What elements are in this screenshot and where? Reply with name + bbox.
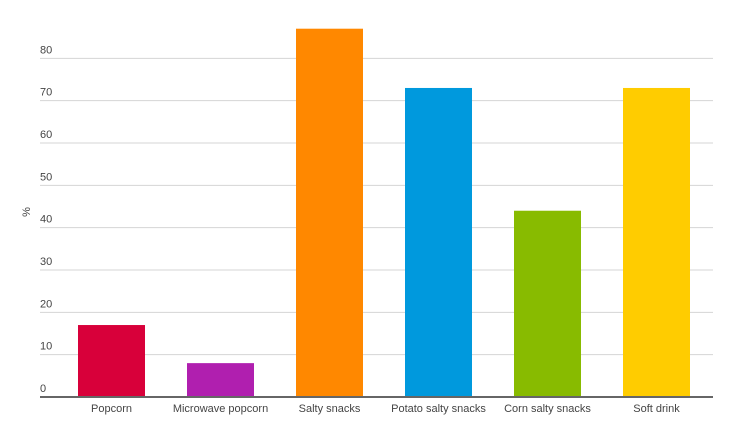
bar: [296, 28, 363, 397]
y-tick-label: 30: [40, 256, 52, 268]
x-tick-label: Popcorn: [91, 403, 132, 415]
y-tick-label: 40: [40, 214, 52, 226]
x-tick-label: Soft drink: [633, 403, 680, 415]
x-tick-label: Microwave popcorn: [173, 403, 268, 415]
bar: [514, 210, 581, 397]
bar: [78, 325, 145, 397]
y-tick-label: 60: [40, 129, 52, 141]
y-tick-label: 0: [40, 383, 46, 395]
x-tick-label: Potato salty snacks: [391, 403, 486, 415]
y-tick-label: 10: [40, 341, 52, 353]
bar: [405, 87, 472, 397]
y-axis-label: %: [21, 207, 33, 217]
x-tick-label: Corn salty snacks: [504, 403, 591, 415]
y-tick-label: 20: [40, 298, 52, 310]
bar: [623, 87, 690, 397]
y-tick-label: 70: [40, 87, 52, 99]
y-tick-label: 50: [40, 171, 52, 183]
x-tick-label: Salty snacks: [299, 403, 361, 415]
bar: [187, 363, 254, 397]
y-tick-label: 80: [40, 44, 52, 56]
